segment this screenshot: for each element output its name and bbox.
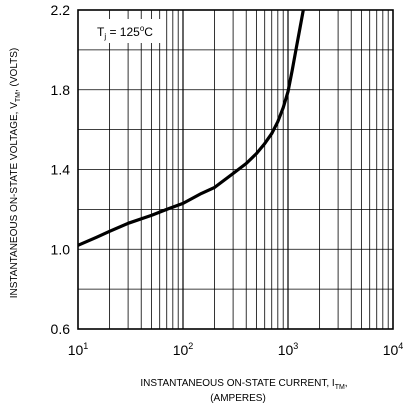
x-tick-labels: 101 102 103 104	[68, 341, 404, 358]
x-tick-label: 104	[383, 341, 404, 358]
annotation-prefix: T	[97, 25, 105, 39]
annotation-degree: o	[140, 24, 145, 33]
x-axis-label: INSTANTANEOUS ON-STATE CURRENT, ITM,	[140, 378, 347, 391]
y-axis-label: INSTANTANEOUS ON-STATE VOLTAGE, VTM, (VO…	[9, 48, 22, 299]
x-axis-label-suffix: ,	[345, 378, 348, 389]
annotation-sub: j	[103, 32, 106, 41]
y-tick-label: 1.8	[51, 82, 71, 98]
series-line	[77, 9, 305, 247]
plot-frame	[77, 9, 394, 330]
y-axis-label-main: INSTANTANEOUS ON-STATE VOLTAGE, V	[9, 102, 20, 298]
y-axis-label-sub: TM	[15, 92, 22, 102]
temperature-annotation: Tj = 125oC	[86, 19, 164, 43]
y-tick-label: 2.2	[51, 2, 71, 18]
y-tick-label: 1.0	[51, 241, 71, 257]
y-axis-label-suffix: , (VOLTS)	[9, 48, 20, 92]
major-grid	[182, 10, 289, 329]
x-axis-label-line2: (AMPERES)	[210, 393, 266, 404]
y-tick-label: 0.6	[51, 321, 71, 337]
x-axis-label-sub: TM	[335, 384, 345, 391]
x-axis-label-main: INSTANTANEOUS ON-STATE CURRENT, I	[140, 378, 334, 389]
minor-grid	[78, 10, 393, 329]
annotation-unit: C	[144, 25, 153, 39]
y-tick-label: 1.4	[51, 162, 71, 178]
annotation-value: = 125	[106, 25, 140, 39]
svg-text:Tj = 125oC: Tj = 125oC	[97, 24, 153, 41]
x-tick-label: 102	[173, 341, 194, 358]
y-tick-labels: 0.6 1.0 1.4 1.8 2.2	[51, 2, 71, 337]
x-tick-label: 101	[68, 341, 89, 358]
x-tick-label: 103	[278, 341, 299, 358]
